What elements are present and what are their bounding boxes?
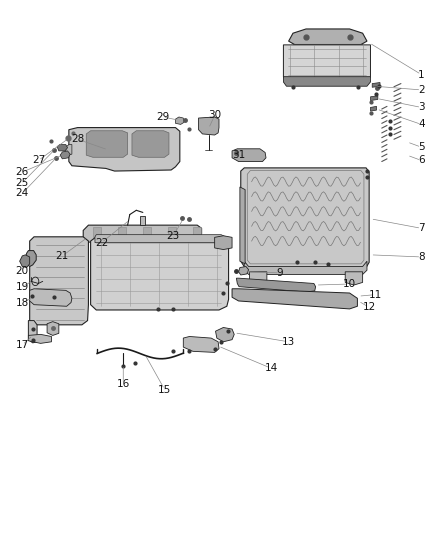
Polygon shape xyxy=(28,334,51,343)
Polygon shape xyxy=(66,144,72,155)
Polygon shape xyxy=(289,29,367,45)
Text: 22: 22 xyxy=(95,238,108,248)
Polygon shape xyxy=(239,266,249,275)
Polygon shape xyxy=(232,149,266,161)
Polygon shape xyxy=(93,227,101,239)
Text: 2: 2 xyxy=(418,85,425,95)
Polygon shape xyxy=(241,168,369,270)
Polygon shape xyxy=(20,255,30,268)
Polygon shape xyxy=(25,251,36,266)
Polygon shape xyxy=(215,236,232,249)
Polygon shape xyxy=(143,227,151,239)
Polygon shape xyxy=(83,225,201,242)
Polygon shape xyxy=(198,117,219,135)
Text: 13: 13 xyxy=(282,337,295,347)
Polygon shape xyxy=(240,187,245,264)
Polygon shape xyxy=(371,107,377,111)
Text: 15: 15 xyxy=(158,384,171,394)
Text: 8: 8 xyxy=(418,252,425,262)
Polygon shape xyxy=(232,289,357,309)
Polygon shape xyxy=(69,127,180,171)
Text: 7: 7 xyxy=(418,223,425,233)
Polygon shape xyxy=(371,96,378,101)
Text: 16: 16 xyxy=(117,379,130,389)
Polygon shape xyxy=(244,261,367,274)
Polygon shape xyxy=(140,216,145,225)
Polygon shape xyxy=(95,235,226,243)
Polygon shape xyxy=(132,131,169,157)
Polygon shape xyxy=(283,45,371,82)
Polygon shape xyxy=(237,278,316,292)
Text: 20: 20 xyxy=(16,266,29,276)
Text: 9: 9 xyxy=(277,268,283,278)
Text: 29: 29 xyxy=(156,112,169,122)
Polygon shape xyxy=(345,272,363,285)
Text: 12: 12 xyxy=(363,302,376,312)
Text: 25: 25 xyxy=(16,177,29,188)
Text: 28: 28 xyxy=(71,134,84,144)
Text: 17: 17 xyxy=(16,340,29,350)
Text: 5: 5 xyxy=(418,142,425,152)
Polygon shape xyxy=(30,237,88,325)
Text: 10: 10 xyxy=(343,279,356,289)
Text: 4: 4 xyxy=(418,119,425,130)
Polygon shape xyxy=(57,144,67,151)
Text: 6: 6 xyxy=(418,156,425,165)
Polygon shape xyxy=(283,77,371,86)
Polygon shape xyxy=(86,131,127,157)
Polygon shape xyxy=(91,237,229,310)
Text: 21: 21 xyxy=(56,251,69,261)
Text: 23: 23 xyxy=(167,231,180,241)
Polygon shape xyxy=(28,320,37,343)
Polygon shape xyxy=(30,289,72,306)
Text: 14: 14 xyxy=(265,364,278,373)
Text: 31: 31 xyxy=(232,150,245,160)
Text: 3: 3 xyxy=(418,102,425,112)
Text: 1: 1 xyxy=(418,70,425,79)
Text: 18: 18 xyxy=(16,297,29,308)
Polygon shape xyxy=(118,227,126,239)
Text: 30: 30 xyxy=(208,110,221,120)
Polygon shape xyxy=(60,151,70,159)
Polygon shape xyxy=(168,227,176,239)
Polygon shape xyxy=(184,336,219,352)
Text: 27: 27 xyxy=(32,156,45,165)
Text: 24: 24 xyxy=(16,188,29,198)
Polygon shape xyxy=(215,327,234,342)
Polygon shape xyxy=(372,83,380,87)
Polygon shape xyxy=(193,227,201,239)
Text: 26: 26 xyxy=(16,167,29,177)
Text: 11: 11 xyxy=(369,289,382,300)
Text: 19: 19 xyxy=(16,281,29,292)
Polygon shape xyxy=(250,272,267,285)
Polygon shape xyxy=(176,117,184,124)
Polygon shape xyxy=(47,321,59,335)
